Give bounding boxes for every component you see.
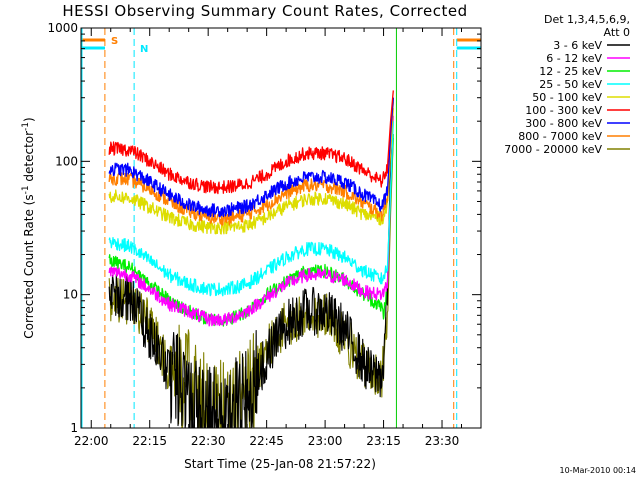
x-tick-label: 23:30 [425,434,460,448]
x-tick-label: 22:45 [249,434,284,448]
x-axis: 22:00 22:15 22:30 22:45 23:00 23:15 23:30 [74,28,482,448]
y-tick-label: 100 [55,154,78,168]
x-axis-label: Start Time (25-Jan-08 21:57:22) [184,457,376,471]
timestamp: 10-Mar-2010 00:14 [560,466,637,475]
x-tick-label: 22:15 [132,434,167,448]
series-800-7000kev-line [108,101,394,226]
series-50-100kev-line [108,108,394,235]
legend-label-800-7000kev: 800 - 7000 keV [518,130,602,143]
marker-bar-end-n [456,46,481,50]
marker-label-s: S [111,36,118,47]
x-tick-label: 22:00 [74,434,109,448]
x-tick-label: 23:15 [366,434,401,448]
legend-header-line-2: Att 0 [604,26,630,39]
y-axis-label-middle: detector [22,131,36,186]
y-tick-label: 10 [63,288,78,302]
y-axis-label-main: Corrected Count Rate (s [22,194,36,338]
legend-label-100-300kev: 100 - 300 keV [525,104,602,117]
y-axis-label: Corrected Count Rate (s-1 detector-1) [21,117,36,338]
y-axis-label-end: ) [22,117,36,122]
legend-label-300-800kev: 300 - 800 keV [525,117,602,130]
chart-title: HESSI Observing Summary Count Rates, Cor… [62,2,467,20]
marker-bar-end-s [456,38,481,42]
marker-bar-n [81,46,105,50]
marker-bar-s [81,38,105,42]
legend-label-12-25kev: 12 - 25 keV [539,65,602,78]
x-tick-label: 23:00 [308,434,343,448]
y-axis: 1 10 100 1000 [47,21,481,435]
series-25-50kev-line [108,121,394,297]
y-axis-label-exponent-1: -1 [21,185,31,194]
series-300-800kev-line [108,97,394,218]
marker-label-n: N [140,44,148,55]
plot-area: SN [81,28,481,429]
legend-label-7000-20000kev: 7000 - 20000 keV [504,143,602,156]
series-100-300kev-line [108,90,394,195]
legend-label-50-100kev: 50 - 100 keV [532,91,602,104]
y-axis-label-exponent-2: -1 [21,122,31,131]
legend-label-3-6kev: 3 - 6 keV [553,39,602,52]
legend-label-25-50kev: 25 - 50 keV [539,78,602,91]
plot-frame [80,27,482,429]
legend-header-line-1: Det 1,3,4,5,6,9, [544,13,630,26]
x-tick-label: 22:30 [191,434,226,448]
y-tick-label: 1 [70,421,78,435]
legend-label-6-12kev: 6 - 12 keV [546,52,602,65]
series-6-12kev-line [108,115,394,327]
y-tick-label: 1000 [47,21,78,35]
